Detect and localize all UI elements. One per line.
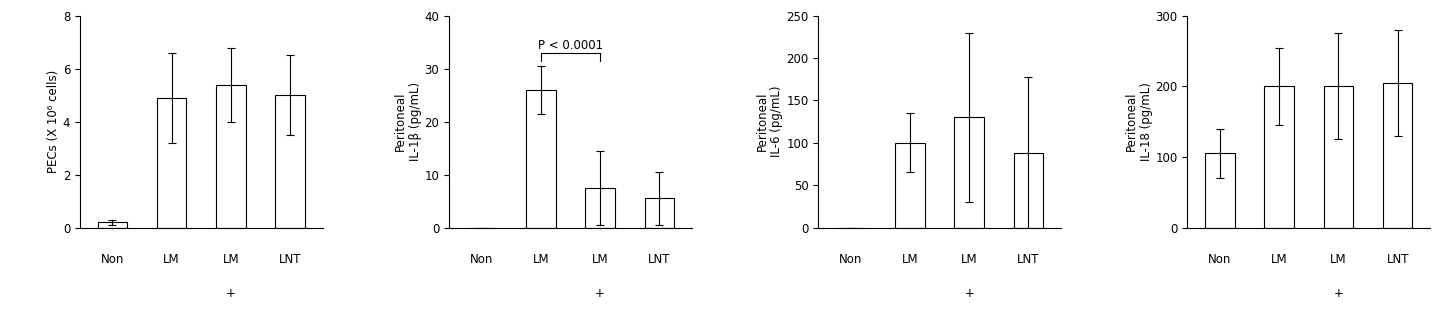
Text: LM: LM xyxy=(1330,253,1346,266)
Bar xyxy=(97,222,128,228)
Text: +: + xyxy=(595,287,605,300)
Text: Non: Non xyxy=(839,253,862,266)
Text: LM: LM xyxy=(164,253,180,266)
Text: +: + xyxy=(1333,287,1343,300)
Text: Non: Non xyxy=(470,253,494,266)
Text: LNT: LNT xyxy=(279,253,302,266)
Text: LM: LM xyxy=(961,253,977,266)
Bar xyxy=(276,95,305,228)
Text: LM: LM xyxy=(533,253,549,266)
Text: +: + xyxy=(964,287,974,300)
Text: LNT: LNT xyxy=(1018,253,1040,266)
Bar xyxy=(645,198,674,228)
Y-axis label: Peritoneal
IL-6 (pg/mL): Peritoneal IL-6 (pg/mL) xyxy=(755,86,784,157)
Bar xyxy=(954,118,984,228)
Y-axis label: Peritoneal
IL-18 (pg/mL): Peritoneal IL-18 (pg/mL) xyxy=(1125,82,1153,161)
Text: +: + xyxy=(227,287,235,300)
Bar xyxy=(585,188,614,228)
Bar xyxy=(157,98,186,228)
Bar xyxy=(1324,86,1353,228)
Text: LM: LM xyxy=(1270,253,1288,266)
Bar xyxy=(1205,154,1234,228)
Y-axis label: PECs (X 10⁶ cells): PECs (X 10⁶ cells) xyxy=(46,70,60,173)
Bar xyxy=(1265,86,1294,228)
Text: Non: Non xyxy=(100,253,123,266)
Text: LNT: LNT xyxy=(1387,253,1408,266)
Text: P < 0.0001: P < 0.0001 xyxy=(537,39,603,52)
Bar xyxy=(1013,153,1044,228)
Y-axis label: Peritoneal
IL-1β (pg/mL): Peritoneal IL-1β (pg/mL) xyxy=(393,82,421,161)
Bar xyxy=(1382,83,1413,228)
Bar xyxy=(896,143,925,228)
Text: LM: LM xyxy=(592,253,608,266)
Bar xyxy=(526,90,556,228)
Text: LM: LM xyxy=(902,253,918,266)
Text: Non: Non xyxy=(1208,253,1231,266)
Text: LM: LM xyxy=(222,253,240,266)
Text: LNT: LNT xyxy=(648,253,671,266)
Bar xyxy=(216,85,245,228)
